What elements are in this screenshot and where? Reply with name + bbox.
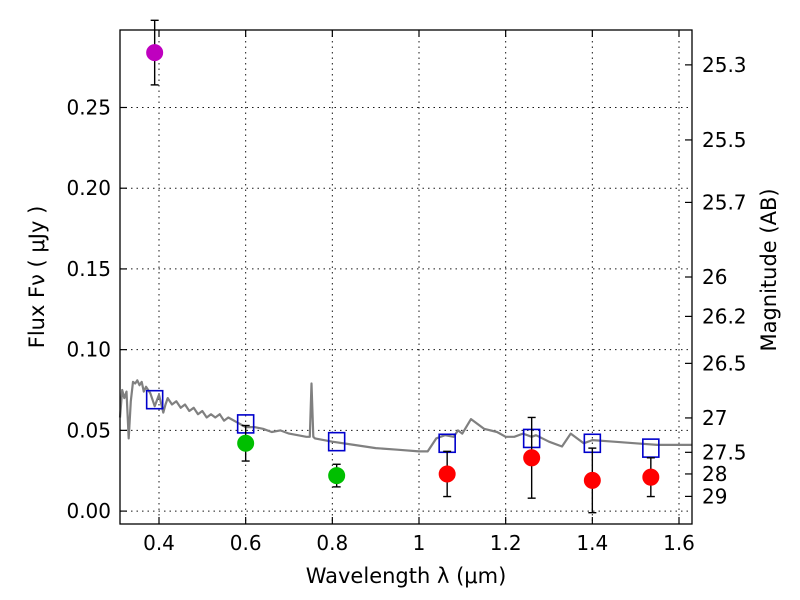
x-axis-title: Wavelength λ (μm) <box>306 564 507 588</box>
tick-layer: 0.4 0.6 0.8 1 1.2 1.4 1.6 0.00 0.05 0.10 0.15 0.20 0… <box>66 30 747 555</box>
data-point <box>523 449 541 467</box>
x-tick-label: 1.2 <box>490 531 522 555</box>
model-flux-square <box>145 389 164 410</box>
y-axis-title: Flux Fν ( μJy ) <box>25 206 49 349</box>
data-point <box>237 434 255 452</box>
x-tick-label: 1 <box>413 531 426 555</box>
y2-axis-title: Magnitude (AB) <box>757 188 781 351</box>
x-tick-label: 0.8 <box>316 531 348 555</box>
data-point <box>438 465 456 483</box>
x-tick-label: 1.4 <box>576 531 608 555</box>
x-tick-label: 1.6 <box>663 531 695 555</box>
y2-tick-label: 25.7 <box>702 190 747 214</box>
y-tick-label: 0.20 <box>66 176 111 200</box>
grid-layer <box>120 30 692 524</box>
data-point <box>642 468 660 486</box>
y-tick-label: 0.15 <box>66 257 111 281</box>
y-tick-label: 0.25 <box>66 95 111 119</box>
data-point <box>146 44 164 62</box>
y2-tick-label: 25.5 <box>702 128 747 152</box>
y2-tick-label: 27.5 <box>702 440 747 464</box>
model-flux-square <box>327 431 346 452</box>
y-tick-label: 0.00 <box>66 499 111 523</box>
y2-tick-label: 25.3 <box>702 53 747 77</box>
y-tick-label: 0.05 <box>66 418 111 442</box>
x-tick-label: 0.6 <box>230 531 262 555</box>
x-tick-label: 0.4 <box>143 531 175 555</box>
data-point <box>328 467 346 485</box>
y-tick-label: 0.10 <box>66 338 111 362</box>
y2-tick-label: 28 <box>702 462 727 486</box>
y2-tick-label: 29 <box>702 484 727 508</box>
spectrum-line <box>118 379 692 453</box>
data-point <box>583 471 601 489</box>
series-layer <box>118 19 692 514</box>
y2-tick-label: 27 <box>702 406 727 430</box>
y2-tick-label: 26 <box>702 265 727 289</box>
y2-tick-label: 26.2 <box>702 304 747 328</box>
y2-tick-label: 26.5 <box>702 351 747 375</box>
model-flux-square <box>642 438 660 458</box>
